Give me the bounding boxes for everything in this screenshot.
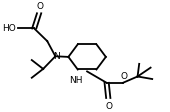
Text: NH: NH [70, 75, 83, 84]
Text: HO: HO [3, 24, 16, 32]
Text: O: O [120, 72, 127, 81]
Text: O: O [36, 2, 43, 11]
Text: O: O [106, 101, 113, 110]
Text: N: N [53, 52, 59, 61]
